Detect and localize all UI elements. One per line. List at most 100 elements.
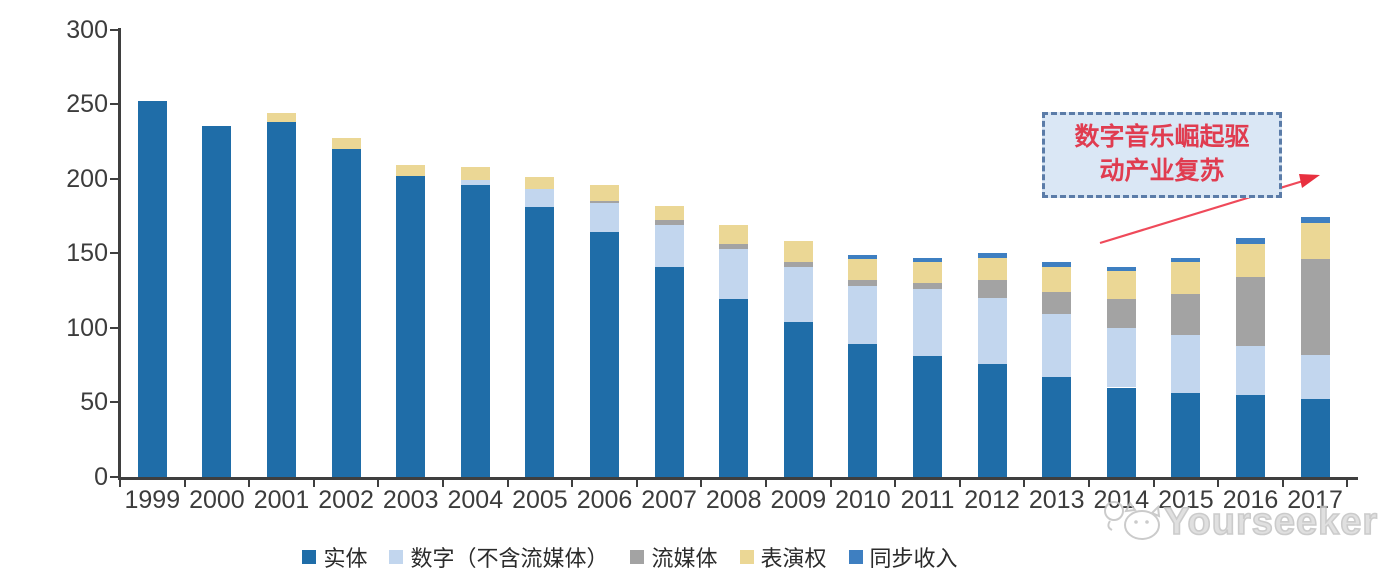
x-axis-tick-mark: [442, 479, 444, 487]
x-axis-label: 2001: [253, 486, 310, 514]
x-axis-tick-mark: [506, 479, 509, 487]
x-axis-label: 2006: [576, 486, 633, 514]
bar-segment-performance_rights-2008: [719, 224, 749, 245]
x-axis-label: 2007: [641, 486, 697, 514]
bar-segment-streaming-2017: [1300, 259, 1330, 355]
bar-segment-physical-2000: [202, 126, 232, 477]
bar-segment-physical-2004: [460, 184, 490, 477]
legend-item-digital: 数字（不含流媒体）: [389, 541, 608, 573]
bar-segment-digital_ex_streaming-2006: [590, 202, 619, 233]
legend-label-sync: 同步收入: [869, 546, 958, 571]
x-axis-tick-mark: [1088, 479, 1090, 487]
bar-segment-performance_rights-2011: [913, 262, 942, 284]
x-axis-label: 2012: [964, 486, 1020, 514]
x-axis-label: 2009: [770, 486, 827, 514]
legend: 实体 数字（不含流媒体） 流媒体 表演权 同步收入: [0, 541, 1260, 573]
x-axis-tick-mark: [700, 479, 703, 487]
bar-segment-streaming-2007: [654, 220, 684, 225]
y-axis-line: [118, 28, 121, 479]
x-axis-label: 2017: [1287, 486, 1343, 514]
bar-segment-performance_rights-2002: [331, 138, 361, 149]
bar-segment-sync-2015: [1171, 257, 1201, 263]
legend-swatch-performance-icon: [739, 550, 754, 564]
bar-segment-sync-2017: [1300, 217, 1330, 224]
bar-segment-digital_ex_streaming-2008: [719, 248, 749, 300]
x-axis-label: 2015: [1158, 486, 1214, 514]
bar-segment-performance_rights-2014: [1106, 271, 1136, 300]
bar-segment-physical-2012: [977, 363, 1007, 477]
x-axis-label: 2010: [835, 486, 891, 514]
bar-segment-sync-2012: [977, 253, 1007, 258]
bar-segment-physical-2005: [525, 207, 555, 477]
bar-segment-performance_rights-2017: [1300, 223, 1330, 260]
legend-swatch-sync-icon: [848, 550, 863, 564]
y-axis-tick-mark: [110, 252, 119, 255]
bar-segment-performance_rights-2015: [1171, 262, 1201, 294]
legend-label-streaming: 流媒体: [651, 546, 718, 571]
bar-segment-physical-2011: [913, 356, 942, 477]
bar-segment-sync-2011: [913, 257, 942, 263]
x-axis-tick-mark: [1152, 479, 1155, 487]
y-axis-tick-label: 300: [66, 15, 108, 44]
bar-segment-physical-2013: [1042, 377, 1072, 477]
bar-segment-digital_ex_streaming-2007: [654, 224, 684, 267]
x-axis-tick-mark: [1023, 479, 1026, 487]
x-axis-label: 2014: [1093, 486, 1150, 514]
x-axis-label: 2011: [900, 486, 955, 514]
x-axis-line: [118, 477, 1358, 480]
bar-segment-physical-2006: [590, 232, 619, 477]
x-axis-tick-mark: [1346, 479, 1349, 487]
bar-segment-digital_ex_streaming-2004: [460, 180, 490, 185]
x-axis-tick-mark: [571, 479, 574, 487]
bar-segment-performance_rights-2006: [590, 184, 619, 202]
bar-segment-sync-2013: [1042, 262, 1072, 267]
bar-segment-streaming-2015: [1171, 293, 1201, 336]
bar-segment-physical-2007: [654, 266, 684, 477]
bar-segment-streaming-2011: [913, 283, 942, 290]
bar-segment-digital_ex_streaming-2017: [1300, 354, 1330, 400]
bar-segment-performance_rights-2012: [977, 257, 1007, 281]
y-axis-tick-mark: [110, 401, 119, 404]
bar-segment-streaming-2010: [848, 280, 878, 287]
bar-segment-digital_ex_streaming-2005: [525, 189, 555, 207]
bar-segment-digital_ex_streaming-2011: [913, 289, 942, 357]
y-axis-tick-label: 200: [66, 164, 108, 193]
annotation-text-line2: 动产业复苏: [1099, 158, 1225, 185]
legend-label-physical: 实体: [323, 546, 368, 571]
bar-segment-physical-2002: [331, 148, 361, 477]
legend-swatch-digital-icon: [389, 550, 404, 564]
bar-segment-streaming-2013: [1042, 292, 1072, 315]
bar-segment-streaming-2012: [977, 280, 1007, 298]
x-axis-label: 2016: [1222, 486, 1279, 514]
bar-segment-streaming-2008: [719, 244, 749, 249]
x-axis-label: 1999: [124, 486, 181, 514]
bar-segment-streaming-2016: [1236, 277, 1265, 346]
x-axis-tick-mark: [119, 479, 121, 487]
y-axis-tick-mark: [110, 28, 119, 31]
bar-segment-performance_rights-2013: [1042, 266, 1072, 293]
bar-segment-physical-2014: [1106, 387, 1136, 477]
y-axis-tick-label: 100: [66, 313, 108, 342]
x-axis-tick-mark: [1281, 479, 1284, 487]
bar-segment-digital_ex_streaming-2013: [1042, 314, 1072, 378]
bar-segment-digital_ex_streaming-2012: [977, 298, 1007, 364]
bar-segment-performance_rights-2016: [1236, 244, 1265, 278]
y-axis-tick-label: 0: [94, 463, 108, 491]
x-axis-label: 2003: [382, 486, 439, 514]
annotation-text-line1: 数字音乐崛起驱: [1074, 124, 1250, 151]
bar-segment-digital_ex_streaming-2010: [848, 286, 878, 345]
cat-logo-icon: [1104, 501, 1161, 540]
legend-swatch-physical-icon: [302, 550, 317, 564]
bar-segment-performance_rights-2009: [783, 241, 813, 263]
bar-segment-sync-2010: [848, 254, 878, 260]
bar-segment-physical-2009: [783, 321, 813, 477]
bar-segment-physical-2017: [1300, 399, 1330, 477]
bar-segment-performance_rights-2004: [460, 166, 490, 181]
x-axis-label: 2002: [318, 486, 374, 514]
y-axis-tick-mark: [110, 476, 119, 478]
bar-segment-physical-2003: [396, 175, 426, 477]
x-axis-label: 2008: [705, 486, 762, 514]
x-axis-tick-mark: [377, 479, 380, 487]
bar-segment-physical-2001: [267, 121, 296, 477]
